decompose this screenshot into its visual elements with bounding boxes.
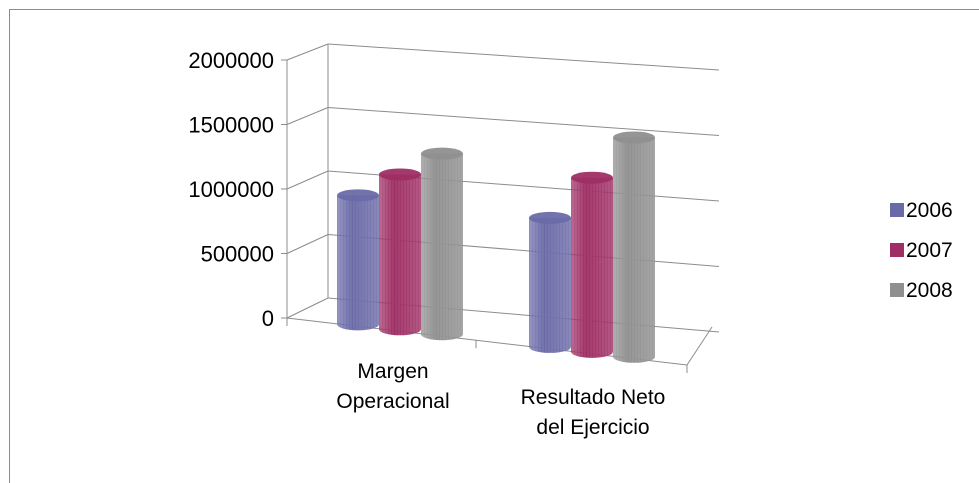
gridline-back-wall [327, 107, 720, 136]
y-axis-tick-labels: 0 500000 1000000 1500000 2000000 [188, 48, 274, 331]
category-label: Margen [357, 360, 428, 383]
legend-label: 2007 [906, 239, 953, 262]
floor-right-edge [686, 326, 713, 366]
chart-legend: 2006 2007 2008 [890, 199, 953, 302]
category-label: Operacional [336, 390, 449, 413]
gridline-left-wall [286, 107, 329, 125]
legend-swatch [890, 243, 904, 257]
y-tick-label: 2000000 [188, 48, 274, 73]
bar-2007-1 [379, 168, 421, 336]
chart-bars [337, 131, 655, 363]
x-axis-category-labels: Margen Operacional Resultado Neto del Ejerc… [336, 360, 665, 439]
y-tick-label: 1000000 [188, 177, 274, 202]
bar-2006-1 [337, 189, 379, 331]
gridline-left-wall [286, 297, 329, 319]
gridline-left-wall [286, 170, 329, 190]
chart-frame [9, 9, 979, 483]
legend-swatch [890, 283, 904, 297]
bar-2008-2 [613, 131, 655, 363]
category-label: del Ejercicio [536, 416, 649, 439]
category-label: Resultado Neto [521, 386, 666, 409]
y-tick-label: 500000 [201, 242, 274, 267]
y-tick-label: 1500000 [188, 113, 274, 138]
gridline-left-wall [286, 234, 329, 254]
bar-2008-1 [421, 147, 463, 341]
gridline-left-wall [286, 43, 329, 61]
gridline-back-wall [327, 43, 720, 71]
bar-2006-2 [529, 211, 571, 353]
legend-label: 2008 [906, 279, 953, 302]
bar-2007-2 [571, 171, 613, 358]
legend-swatch [890, 203, 904, 217]
legend-label: 2006 [906, 199, 953, 222]
y-tick-label: 0 [262, 306, 274, 331]
